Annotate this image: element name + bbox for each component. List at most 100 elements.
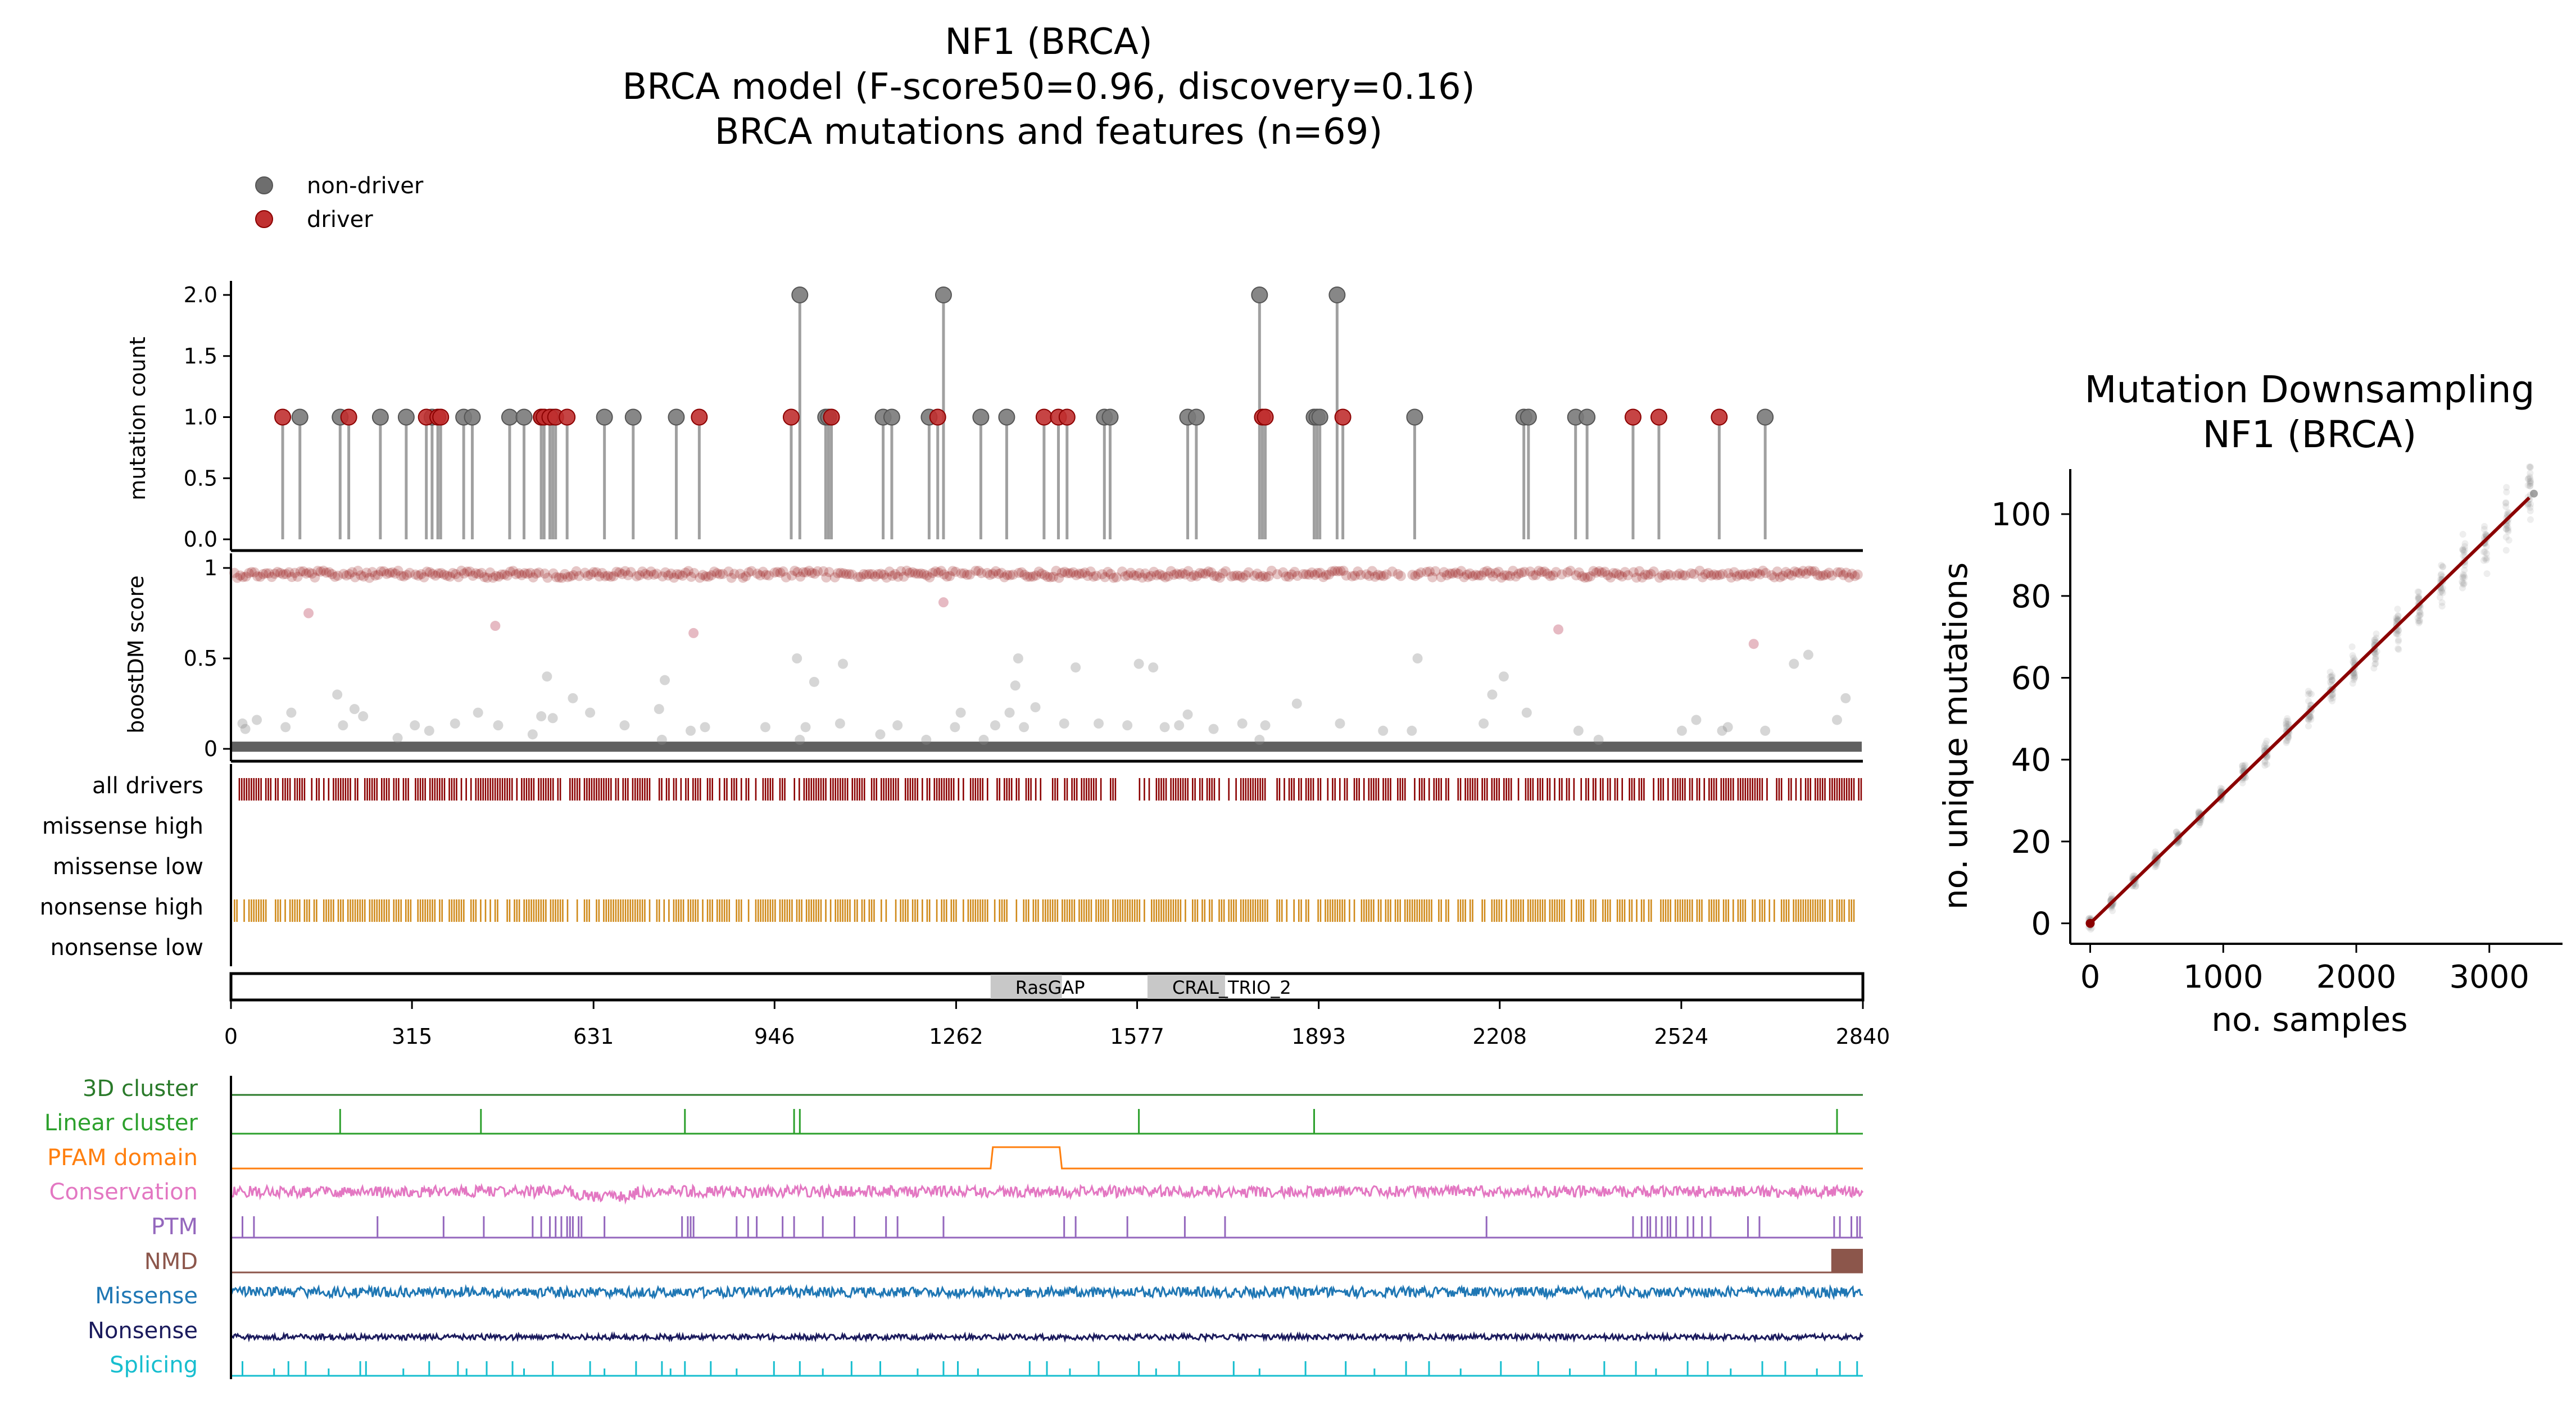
boostdm-high-score-point [588,567,599,578]
boostdm-high-score-point [249,567,260,578]
ds-xtick-label: 0 [2080,959,2101,995]
boostdm-high-score-point [1505,571,1516,581]
boostdm-outlier-point [1122,720,1133,731]
boostdm-high-score-point [605,571,616,582]
boostdm-outlier-point [660,675,670,685]
ds-sample-point [2305,688,2312,695]
downsampling-points [2085,463,2538,933]
boostdm-high-score-point [1479,567,1490,578]
boostdm-outlier-point [1691,715,1702,725]
boostdm-high-score-point [1039,570,1050,580]
boostdm-high-score-point [1100,572,1110,583]
boostdm-high-score-point [904,567,915,578]
boostdm-outlier-point [795,734,805,745]
boostdm-high-score-point [1430,566,1441,576]
boostdm-high-score-point [522,569,533,579]
boostdm-high-score-point [1780,567,1791,578]
driver-tracks-panel: all drivers missense high missense low n… [40,764,1862,966]
boostdm-high-score-point [1332,566,1343,576]
boostdm-high-score-point [321,567,332,578]
boostdm-high-score-point [930,566,941,577]
boostdm-high-score-point [1206,567,1217,578]
title-line-1: NF1 (BRCA) [945,21,1152,63]
boostdm-high-score-point [611,566,622,577]
boostdm-high-score-point [1648,566,1659,577]
boostdm-high-score-point [413,570,424,581]
boostdm-high-score-point [1361,569,1372,580]
ds-sample-point [2416,608,2424,616]
boostdm-high-score-point [706,570,716,581]
boostdm-high-score-point [1077,569,1087,579]
ds-sample-point [2373,634,2380,642]
boostdm-high-score-point [1307,567,1317,578]
ds-sample-point [2326,669,2334,676]
boostdm-high-score-point [1186,571,1196,582]
feature-label-linear-cluster: Linear cluster [44,1110,198,1136]
lollipop-driver-point [340,408,357,426]
boostdm-high-score-point [769,567,780,578]
boostdm-high-score-point [1812,570,1823,580]
boostdm-high-score-point [746,566,757,576]
boostdm-high-score-point [1786,570,1797,581]
boostdm-high-score-point [516,570,527,580]
boostdm-high-score-point [574,571,584,581]
boostdm-outlier-point [950,722,960,733]
boostdm-high-score-point [1597,567,1607,578]
boostdm-high-score-point [482,572,493,583]
boostdm-high-score-point [269,569,280,579]
boostdm-high-score-point [1198,568,1208,579]
boostdm-high-score-point [1519,566,1530,577]
ds-sample-point [2241,762,2248,770]
ds-sample-point [2108,892,2115,899]
lollipop-driver-point [691,408,708,426]
ds-sample-point [2393,616,2401,623]
boostdm-high-score-point [1792,567,1803,578]
ds-sample-point [2349,680,2356,687]
ds-sample-point [2439,563,2446,570]
ds-sample-point [2416,617,2423,624]
boostdm-high-score-point [442,570,452,581]
boostdm-high-score-point [1002,570,1013,580]
boostdm-high-score-point [1439,567,1449,578]
ds-sample-point [2348,643,2356,651]
ds-sample-point [2393,614,2400,621]
boostdm-high-score-point [778,566,788,577]
boostdm-high-score-point [861,569,872,580]
boostdm-high-score-point [686,571,697,582]
boostdm-high-score-point [1729,567,1739,578]
boostdm-outlier-point [286,707,297,718]
boostdm-high-score-point [743,567,754,578]
boostdm-high-score-point [1221,566,1231,576]
boostdm-high-score-point [1849,571,1860,581]
boostdm-high-score-point [530,569,541,579]
boostdm-high-score-point [950,566,961,577]
boostdm-high-score-point [1557,569,1567,580]
boostdm-high-score-point [648,569,659,580]
ds-sample-point [2261,759,2269,766]
ds-sample-point [2527,478,2534,485]
boostdm-high-score-point [1611,568,1622,579]
ds-sample-point [2283,738,2290,745]
ds-sample-point [2305,691,2312,698]
boostdm-high-score-point [1631,572,1642,583]
ds-sample-point [2502,499,2510,506]
ds-sample-point [2173,828,2180,835]
boostdm-high-score-point [726,572,737,583]
boostdm-high-score-point [505,566,515,577]
lollipop-nondriver-point [596,408,613,426]
boostdm-high-score-point [775,567,786,578]
boostdm-panel: boostDM score 00.51 [124,553,1863,763]
ds-sample-point [2460,571,2467,578]
boostdm-high-score-point [1318,572,1328,583]
ds-ytick-label: 100 [1991,497,2051,533]
boostdm-high-score-point [790,565,800,576]
boostdm-high-score-point [560,569,570,579]
boostdm-outlier-point [1553,624,1564,635]
ds-sample-point [2416,618,2423,625]
boostdm-high-score-point [1502,570,1513,581]
ds-sample-point [2393,630,2400,638]
boostdm-high-score-point [1304,569,1314,580]
boostdm-high-score-point [1258,571,1268,581]
boostdm-high-score-point [723,566,734,577]
boostdm-outlier-point [358,711,369,722]
